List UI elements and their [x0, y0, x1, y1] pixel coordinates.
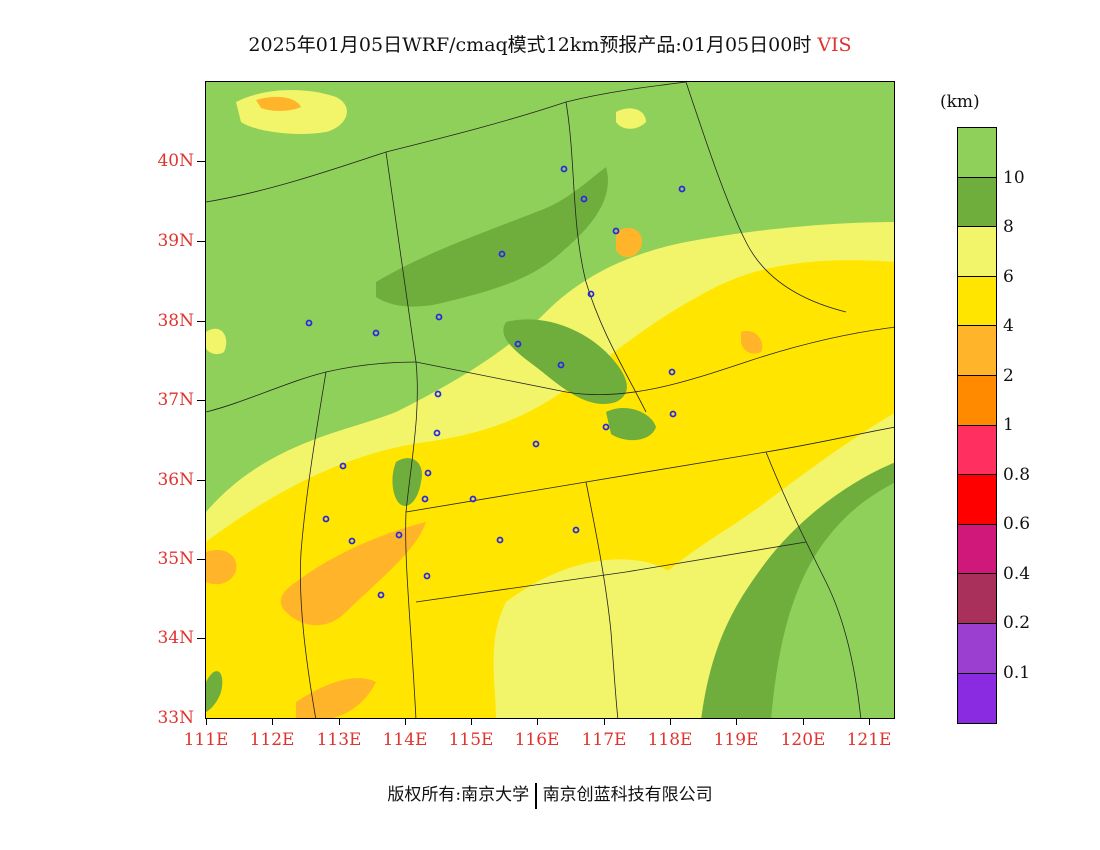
lat-label-40n: 40N	[157, 151, 194, 171]
title-text: 2025年01月05日WRF/cmaq模式12km预报产品:01月05日00时	[248, 34, 812, 56]
vis-zone-8-10-patch	[606, 407, 656, 441]
legend-label: 0.2	[1003, 613, 1031, 633]
vis-zone-8-10-band-a	[376, 167, 608, 307]
vis-zone-8-10-sw	[206, 671, 223, 712]
vis-zone-2-4-north	[616, 227, 642, 258]
lon-tick	[803, 719, 804, 725]
lon-label-119e: 119E	[713, 730, 759, 750]
lon-label-116e: 116E	[514, 730, 560, 750]
footer-left: 版权所有:南京大学	[387, 785, 530, 805]
lon-tick	[537, 719, 538, 725]
map-svg	[206, 82, 894, 718]
vis-zone-6-8-south	[493, 559, 694, 718]
lon-tick	[206, 719, 207, 725]
title-variable: VIS	[817, 34, 852, 56]
vis-zone-2-4-south	[296, 678, 376, 718]
legend-label: 0.4	[1003, 564, 1031, 584]
colorbar-segment-11	[958, 673, 996, 724]
lat-label-33n: 33N	[157, 708, 194, 728]
lon-label-120e: 120E	[780, 730, 826, 750]
legend-label: 1	[1003, 415, 1014, 435]
lon-label-114e: 114E	[382, 730, 428, 750]
lon-tick	[405, 719, 406, 725]
lat-label-35n: 35N	[157, 549, 194, 569]
lat-tick	[197, 480, 205, 481]
lon-label-117e: 117E	[581, 730, 627, 750]
legend-label: 0.6	[1003, 514, 1031, 534]
footer-separator	[535, 782, 537, 809]
colorbar-segment-6	[958, 425, 996, 476]
copyright-footer: 版权所有:南京大学 南京创蓝科技有限公司	[0, 780, 1100, 809]
vis-zone-2-4-east	[741, 331, 763, 354]
legend-label: 2	[1003, 366, 1014, 386]
lat-tick	[197, 161, 205, 162]
lon-tick	[736, 719, 737, 725]
vis-zone-6-8-north	[616, 108, 646, 129]
colorbar-segment-10	[958, 623, 996, 674]
vis-zone-10-southeast	[771, 483, 894, 718]
vis-zone-4-6	[206, 260, 894, 718]
legend-label: 0.8	[1003, 465, 1031, 485]
vis-zone-8-10-small	[392, 458, 422, 506]
lon-label-121e: 121E	[846, 730, 892, 750]
lat-label-38n: 38N	[157, 311, 194, 331]
colorbar-segment-7	[958, 475, 996, 525]
footer-right: 南京创蓝科技有限公司	[542, 785, 713, 805]
lat-tick	[197, 638, 205, 639]
lat-tick	[197, 321, 205, 322]
vis-zone-6-8-west	[206, 328, 227, 355]
legend-unit: (km)	[940, 92, 980, 112]
lat-tick	[197, 559, 205, 560]
lat-label-36n: 36N	[157, 470, 194, 490]
lon-tick	[604, 719, 605, 725]
lon-label-115e: 115E	[448, 730, 494, 750]
lat-label-34n: 34N	[157, 628, 194, 648]
lat-label-39n: 39N	[157, 231, 194, 251]
colorbar-segment-2	[958, 227, 996, 277]
legend-label: 8	[1003, 217, 1014, 237]
lon-tick	[339, 719, 340, 725]
colorbar-segment-4	[958, 326, 996, 376]
legend-label: 4	[1003, 316, 1014, 336]
lat-label-37n: 37N	[157, 390, 194, 410]
lon-label-113e: 113E	[316, 730, 362, 750]
station-markers	[305, 165, 686, 599]
legend-label: 10	[1003, 168, 1025, 188]
colorbar-segment-3	[958, 276, 996, 327]
colorbar-segment-9	[958, 574, 996, 624]
colorbar-segment-5	[958, 375, 996, 426]
map-title: 2025年01月05日WRF/cmaq模式12km预报产品:01月05日00时 V…	[0, 30, 1100, 57]
lon-label-111e: 111E	[183, 730, 229, 750]
lon-tick	[471, 719, 472, 725]
lat-tick	[197, 400, 205, 401]
province-boundaries	[206, 82, 894, 718]
legend-label: 0.1	[1003, 663, 1031, 683]
legend-label: 6	[1003, 267, 1014, 287]
colorbar-segment-8	[958, 524, 996, 575]
lon-tick	[670, 719, 671, 725]
lon-tick	[869, 719, 870, 725]
vis-zone-2-4-northwest	[256, 96, 301, 111]
vis-zone-2-4-central	[280, 522, 426, 626]
lon-label-112e: 112E	[249, 730, 295, 750]
colorbar-segment-1	[958, 177, 996, 228]
visibility-map	[205, 81, 895, 719]
lon-tick	[272, 719, 273, 725]
lat-tick	[197, 241, 205, 242]
colorbar-segment-0	[958, 128, 996, 178]
vis-zone-8-10-band-b	[503, 319, 627, 404]
lon-label-118e: 118E	[647, 730, 693, 750]
vis-zone-2-4-west	[206, 549, 237, 585]
legend-colorbar	[957, 127, 997, 725]
